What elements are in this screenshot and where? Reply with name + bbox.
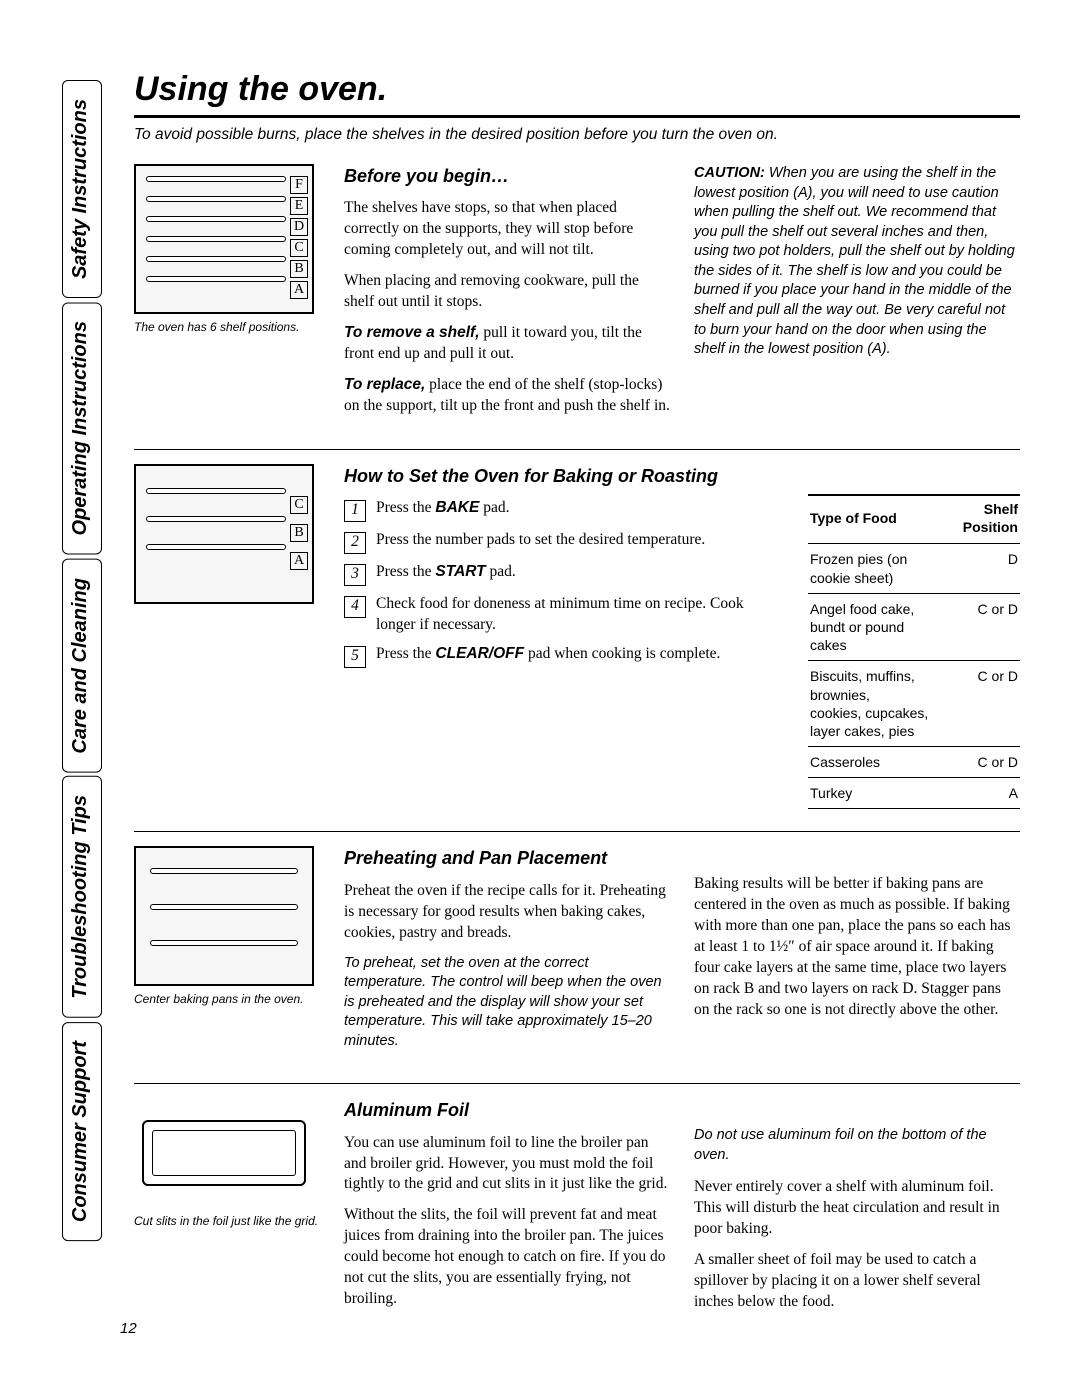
cell-food: Frozen pies (on cookie sheet) (808, 544, 941, 593)
table-row: Angel food cake, bundt or pound cakesC o… (808, 593, 1020, 661)
section-divider (134, 449, 1020, 450)
section-bake-roast: C B A How to Set the Oven for Baking or … (134, 464, 1020, 810)
cell-food: Biscuits, muffins, brownies, cookies, cu… (808, 661, 941, 747)
step-number: 2 (344, 532, 366, 554)
italic-note: To preheat, set the oven at the correct … (344, 954, 670, 1052)
table-header-food: Type of Food (808, 495, 941, 544)
title-rule (134, 115, 1020, 118)
table-row: Biscuits, muffins, brownies, cookies, cu… (808, 661, 1020, 747)
figure-caption: Center baking pans in the oven. (134, 992, 324, 1007)
shelf-letter: E (290, 197, 308, 215)
body-text: Never entirely cover a shelf with alumin… (694, 1177, 1020, 1240)
step-item: 2 Press the number pads to set the desire… (344, 530, 784, 554)
italic-note: Do not use aluminum foil on the bottom o… (694, 1126, 1020, 1165)
step-text: Check food for doneness at minimum time … (376, 594, 784, 636)
body-text: Baking results will be better if baking … (694, 874, 1020, 1020)
step-item: 1 Press the BAKE pad. (344, 498, 784, 522)
step-text: Press the number pads to set the desired… (376, 530, 705, 551)
body-text: To replace, place the end of the shelf (… (344, 375, 670, 417)
steps-list: 1 Press the BAKE pad. 2 Press the number pa… (344, 498, 784, 668)
body-text: Without the slits, the foil will prevent… (344, 1205, 670, 1310)
figure-bake: C B A (134, 464, 314, 604)
cell-position: C or D (941, 661, 1020, 747)
shelf-letter: C (290, 239, 308, 257)
page-number: 12 (120, 1320, 137, 1337)
subhead-before: Before you begin… (344, 164, 670, 188)
cell-food: Casseroles (808, 747, 941, 778)
cell-food: Angel food cake, bundt or pound cakes (808, 593, 941, 661)
page-title: Using the oven. (134, 70, 1020, 109)
shelf-letter: D (290, 218, 308, 236)
figure-caption: Cut slits in the foil just like the grid… (134, 1214, 324, 1229)
caution-label: CAUTION: (694, 165, 765, 181)
cell-position: A (941, 778, 1020, 809)
body-text: You can use aluminum foil to line the br… (344, 1133, 670, 1196)
bold-term: CLEAR/OFF (435, 645, 524, 662)
cell-position: C or D (941, 593, 1020, 661)
bold-term: START (435, 563, 485, 580)
figure-foil (134, 1098, 314, 1208)
step-text: Press the BAKE pad. (376, 498, 509, 519)
figure-shelf-positions: F E D C B A (134, 164, 314, 314)
tab-consumer: Consumer Support (62, 1022, 102, 1241)
tab-safety: Safety Instructions (62, 80, 102, 298)
subhead-preheat: Preheating and Pan Placement (344, 846, 670, 870)
step-number: 1 (344, 500, 366, 522)
figure-pans (134, 846, 314, 986)
step-text: Press the CLEAR/OFF pad when cooking is … (376, 644, 720, 665)
shelf-letters: C B A (290, 496, 308, 570)
figure-caption: The oven has 6 shelf positions. (134, 320, 324, 335)
section-preheat: Center baking pans in the oven. Preheati… (134, 846, 1020, 1061)
shelf-letter: F (290, 176, 308, 194)
body-text: To remove a shelf, pull it toward you, t… (344, 323, 670, 365)
shelf-letter: A (290, 281, 308, 299)
step-number: 5 (344, 646, 366, 668)
cell-food: Turkey (808, 778, 941, 809)
shelf-letter: A (290, 552, 308, 570)
section-before-you-begin: F E D C B A The oven has 6 shelf positio… (134, 164, 1020, 427)
bold-lead: To remove a shelf, (344, 324, 480, 341)
cell-position: C or D (941, 747, 1020, 778)
step-number: 3 (344, 564, 366, 586)
shelf-letters: F E D C B A (290, 176, 308, 299)
subhead-foil: Aluminum Foil (344, 1098, 670, 1122)
table-row: Frozen pies (on cookie sheet)D (808, 544, 1020, 593)
tab-operating: Operating Instructions (62, 302, 102, 554)
intro-text: To avoid possible burns, place the shelv… (134, 126, 1020, 144)
step-item: 4 Check food for doneness at minimum time… (344, 594, 784, 636)
step-item: 3 Press the START pad. (344, 562, 784, 586)
caution-text: CAUTION: When you are using the shelf in… (694, 164, 1020, 360)
section-foil: Cut slits in the foil just like the grid… (134, 1098, 1020, 1323)
section-divider (134, 1083, 1020, 1084)
bold-lead: To replace, (344, 376, 425, 393)
table-header-pos: Shelf Position (941, 495, 1020, 544)
shelf-letter: C (290, 496, 308, 514)
body-text: When placing and removing cookware, pull… (344, 271, 670, 313)
body-text: A smaller sheet of foil may be used to c… (694, 1250, 1020, 1313)
tab-troubleshooting: Troubleshooting Tips (62, 776, 102, 1018)
subhead-bake: How to Set the Oven for Baking or Roasti… (344, 464, 784, 488)
bold-term: BAKE (435, 499, 479, 516)
step-number: 4 (344, 596, 366, 618)
cell-position: D (941, 544, 1020, 593)
step-text: Press the START pad. (376, 562, 516, 583)
body-text: Preheat the oven if the recipe calls for… (344, 881, 670, 944)
body-text: The shelves have stops, so that when pla… (344, 198, 670, 261)
sidebar-tabs: Safety Instructions Operating Instructio… (62, 80, 102, 1180)
tab-care: Care and Cleaning (62, 559, 102, 773)
section-divider (134, 831, 1020, 832)
step-item: 5 Press the CLEAR/OFF pad when cooking is… (344, 644, 784, 668)
shelf-letter: B (290, 524, 308, 542)
caution-body: When you are using the shelf in the lowe… (694, 165, 1015, 357)
shelf-position-table: Type of Food Shelf Position Frozen pies … (808, 494, 1020, 810)
shelf-letter: B (290, 260, 308, 278)
table-row: TurkeyA (808, 778, 1020, 809)
table-row: CasserolesC or D (808, 747, 1020, 778)
